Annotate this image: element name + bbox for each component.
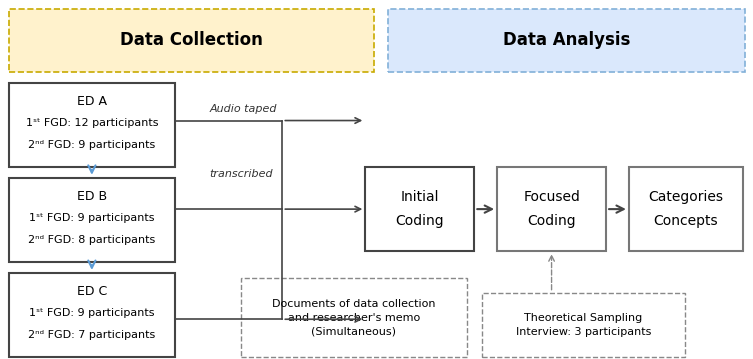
Text: 2ⁿᵈ FGD: 8 participants: 2ⁿᵈ FGD: 8 participants: [29, 235, 155, 245]
Text: Theoretical Sampling: Theoretical Sampling: [524, 313, 643, 323]
FancyBboxPatch shape: [241, 278, 467, 357]
FancyBboxPatch shape: [629, 167, 743, 251]
Text: Coding: Coding: [527, 214, 576, 228]
Text: and researcher's memo: and researcher's memo: [288, 313, 420, 323]
Text: 1ˢᵗ FGD: 9 participants: 1ˢᵗ FGD: 9 participants: [29, 213, 154, 223]
Text: (Simultaneous): (Simultaneous): [312, 326, 396, 336]
FancyBboxPatch shape: [9, 9, 374, 72]
Text: Interview: 3 participants: Interview: 3 participants: [516, 327, 651, 337]
Text: Categories: Categories: [648, 190, 724, 204]
Text: 2ⁿᵈ FGD: 9 participants: 2ⁿᵈ FGD: 9 participants: [29, 140, 155, 150]
Text: Initial: Initial: [401, 190, 439, 204]
Text: Coding: Coding: [395, 214, 444, 228]
Text: Data Collection: Data Collection: [120, 31, 263, 50]
Text: ED B: ED B: [77, 190, 107, 203]
FancyBboxPatch shape: [9, 273, 175, 357]
Text: Data Analysis: Data Analysis: [503, 31, 630, 50]
Text: ED C: ED C: [77, 285, 107, 298]
Text: Concepts: Concepts: [654, 214, 718, 228]
Text: Documents of data collection: Documents of data collection: [272, 299, 436, 309]
FancyBboxPatch shape: [388, 9, 745, 72]
Text: Audio taped: Audio taped: [209, 104, 277, 115]
Text: 2ⁿᵈ FGD: 7 participants: 2ⁿᵈ FGD: 7 participants: [29, 330, 155, 340]
FancyBboxPatch shape: [482, 293, 685, 357]
Text: 1ˢᵗ FGD: 12 participants: 1ˢᵗ FGD: 12 participants: [26, 118, 158, 128]
FancyBboxPatch shape: [365, 167, 474, 251]
Text: 1ˢᵗ FGD: 9 participants: 1ˢᵗ FGD: 9 participants: [29, 308, 154, 318]
FancyBboxPatch shape: [9, 83, 175, 167]
FancyBboxPatch shape: [9, 178, 175, 262]
Text: ED A: ED A: [77, 95, 107, 108]
FancyBboxPatch shape: [497, 167, 606, 251]
Text: transcribed: transcribed: [209, 169, 273, 179]
Text: Focused: Focused: [523, 190, 580, 204]
